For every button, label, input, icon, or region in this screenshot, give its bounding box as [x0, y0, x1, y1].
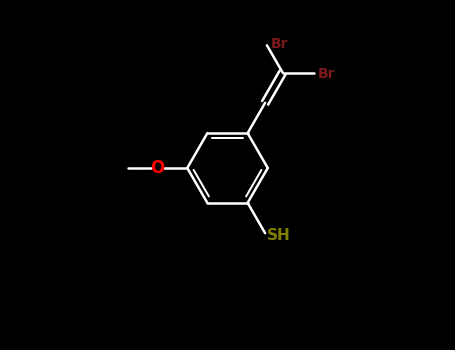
Text: O: O — [150, 159, 165, 177]
Text: SH: SH — [267, 229, 291, 244]
Text: Br: Br — [318, 67, 335, 81]
Text: Br: Br — [270, 37, 288, 51]
